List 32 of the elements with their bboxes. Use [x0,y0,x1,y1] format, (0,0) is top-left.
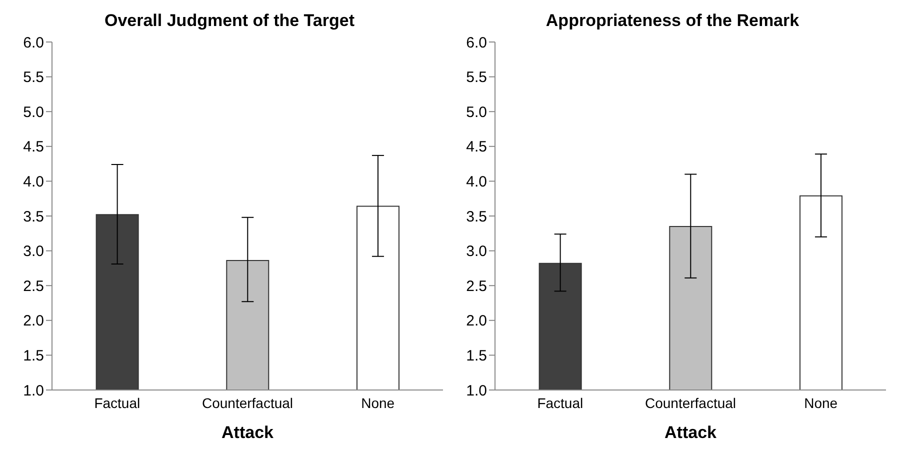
x-tick-label: None [361,394,395,411]
y-tick-label: 1.0 [23,382,44,400]
y-tick-label: 3.5 [466,208,487,226]
y-tick-label: 6.0 [23,34,44,52]
y-tick-label: 1.5 [466,348,487,365]
y-tick-label: 4.5 [466,138,487,156]
chart-title: Overall Judgment of the Target [103,10,356,32]
y-tick-label: 5.5 [466,69,487,86]
y-tick-label: 4.0 [466,174,487,191]
y-tick-label: 3.5 [23,208,44,226]
y-tick-label: 4.5 [23,138,44,156]
y-tick-label: 1.5 [23,348,44,365]
x-tick-label: Counterfactual [644,394,736,411]
y-tick-label: 5.5 [23,69,44,86]
y-tick-label: 2.0 [23,312,44,330]
x-tick-label: Factual [537,394,584,411]
y-tick-label: 1.0 [466,382,487,400]
x-tick-label: Counterfactual [202,394,294,411]
x-axis-title: Attack [222,423,274,442]
y-tick-label: 2.5 [23,278,44,295]
y-tick-label: 5.0 [466,104,487,121]
x-tick-label: Factual [94,394,140,411]
y-tick-label: 2.5 [466,278,487,295]
chart-title: Appropriateness of the Remark [544,10,800,32]
x-axis-title: Attack [664,423,718,442]
y-tick-label: 5.0 [23,104,44,121]
y-tick-label: 4.0 [23,174,44,191]
y-tick-label: 3.0 [466,243,487,260]
y-tick-label: 3.0 [23,243,44,260]
y-tick-label: 6.0 [466,34,487,52]
x-tick-label: None [804,394,838,411]
y-tick-label: 2.0 [466,312,487,330]
